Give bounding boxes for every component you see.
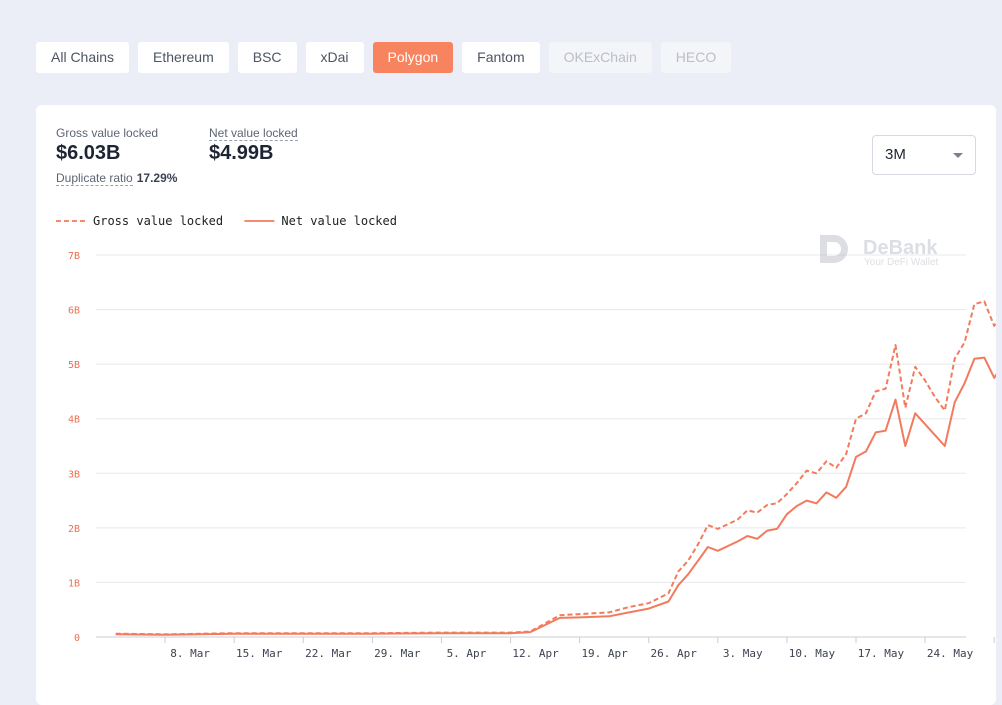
watermark-brand: DeBank [863, 237, 938, 259]
series-line-0 [115, 300, 996, 636]
x-tick-label: 3. May [723, 647, 763, 660]
chain-tab-xdai[interactable]: xDai [305, 42, 364, 73]
debank-logo-icon [820, 235, 848, 263]
x-tick-label: 12. Apr [512, 647, 559, 660]
y-tick-label: 5B [68, 360, 80, 371]
chain-tab-heco[interactable]: HECO [660, 42, 732, 73]
y-tick-label: 4B [68, 415, 80, 426]
net-value-label[interactable]: Net value locked [209, 126, 298, 141]
chain-tab-bsc[interactable]: BSC [237, 42, 297, 73]
y-tick-label: 7B [68, 251, 80, 262]
series-line-1 [115, 356, 996, 636]
gross-value: $6.03B [56, 142, 121, 164]
x-tick-label: 8. Mar [170, 647, 210, 660]
x-tick-label: 29. Mar [374, 647, 421, 660]
legend-label-0: Gross value locked [93, 214, 223, 228]
x-tick-label: 17. May [858, 647, 905, 660]
chain-tab-fantom[interactable]: Fantom [462, 42, 540, 73]
y-tick-label: 3B [68, 469, 80, 480]
net-value: $4.99B [209, 142, 274, 164]
watermark-tagline: Your DeFi Wallet [864, 257, 939, 268]
x-tick-label: 10. May [789, 647, 836, 660]
x-tick-label: 26. Apr [651, 647, 698, 660]
y-tick-label: 0 [74, 633, 80, 644]
chain-tab-all-chains[interactable]: All Chains [36, 42, 130, 73]
gross-value-label: Gross value locked [56, 126, 159, 140]
chain-tabs: All Chains Ethereum BSC xDai Polygon Fan… [36, 42, 732, 73]
duplicate-ratio-value: 17.29% [136, 171, 178, 185]
chain-tab-ethereum[interactable]: Ethereum [138, 42, 229, 73]
y-tick-label: 2B [68, 524, 80, 535]
time-range-value: 3M [885, 146, 906, 163]
duplicate-ratio: Duplicate ratio 17.29% [56, 171, 178, 186]
legend-label-1: Net value locked [281, 214, 397, 228]
chain-tab-polygon[interactable]: Polygon [372, 42, 454, 73]
y-tick-label: 1B [68, 578, 80, 589]
chain-tab-okexchain[interactable]: OKExChain [548, 42, 652, 73]
y-tick-label: 6B [68, 306, 80, 317]
tvl-chart: 0 1B 2B 3B 4B 5B 6B 7B 8. Mar 15. Mar 22. Mar 29. M… [56, 214, 996, 660]
chevron-down-icon [953, 153, 963, 158]
x-tick-label: 15. Mar [236, 647, 283, 660]
x-tick-label: 5. Apr [447, 647, 487, 660]
time-range-select[interactable]: 3M [872, 135, 976, 175]
tvl-card: Gross value locked $6.03B Net value lock… [36, 105, 996, 705]
x-tick-label: 24. May [927, 647, 974, 660]
x-tick-label: 19. Apr [581, 647, 628, 660]
duplicate-ratio-label[interactable]: Duplicate ratio [56, 171, 133, 186]
x-tick-label: 22. Mar [305, 647, 352, 660]
